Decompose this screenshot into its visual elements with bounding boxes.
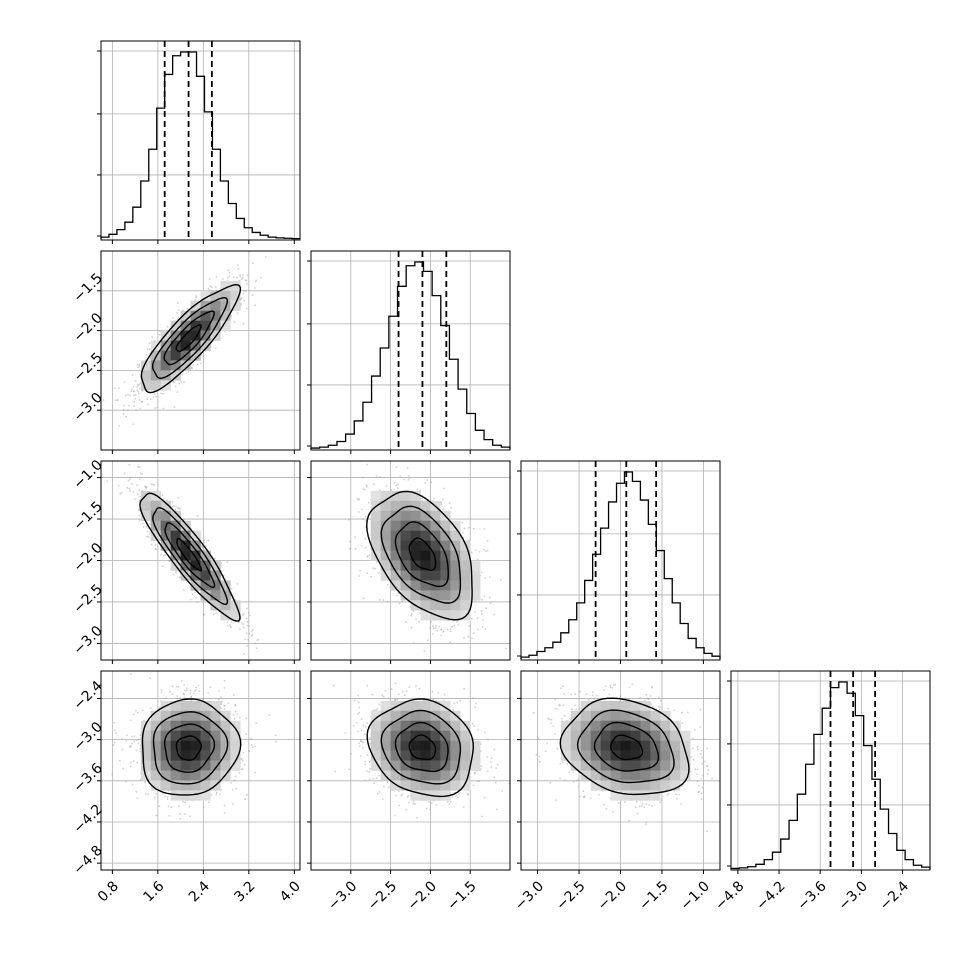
contour-line: [163, 310, 215, 366]
x-tick-label: −1.5: [444, 878, 479, 913]
x-tick-label: −2.5: [553, 878, 588, 913]
x-tick-label: −2.0: [405, 878, 440, 913]
contour-line: [408, 734, 437, 761]
contour-line: [175, 324, 202, 353]
panel-frame: [100, 250, 301, 451]
histogram-panel: −4.8 −4.2 −3.6 −3.0 −2.4: [712, 670, 931, 914]
x-tick-label: −4.2: [753, 878, 788, 913]
x-tick-label: 0.8: [95, 878, 122, 905]
histogram-step: [520, 471, 721, 659]
contour-line: [365, 490, 473, 621]
x-tick-label: −1.5: [636, 878, 671, 913]
panel-frame: [100, 40, 301, 241]
contour-line: [593, 721, 660, 772]
contour-line: [394, 721, 449, 773]
density-cells: [140, 700, 241, 801]
contour-line: [141, 698, 242, 796]
contour-line: [576, 709, 675, 784]
x-tick-label: 1.6: [140, 878, 167, 905]
density-panel: −4.8−4.2−3.6−3.0−2.40.8 1.6 2.4 3.2 4.0: [70, 670, 304, 905]
x-tick-label: −2.4: [877, 878, 912, 913]
panel-frame: [310, 250, 511, 451]
x-tick-label: 2.4: [186, 878, 213, 905]
contour-line: [163, 723, 216, 773]
contour-line: [175, 735, 203, 761]
x-tick-label: 3.2: [231, 878, 258, 905]
x-tick-label: −1.0: [678, 878, 713, 913]
contour-line: [164, 522, 216, 589]
contour-line: [609, 734, 644, 761]
contour-line: [366, 698, 475, 798]
contour-line: [559, 697, 690, 796]
x-tick-label: −2.0: [595, 878, 630, 913]
contour-line: [380, 709, 462, 785]
density-panel: −3.0−2.5−2.0−1.5: [70, 250, 301, 454]
contour-line: [152, 711, 229, 785]
density-panel: −3.0−2.5−2.0−1.5: [307, 670, 511, 914]
contour-line: [140, 283, 242, 394]
density-cells: [370, 700, 481, 801]
histogram-step: [310, 261, 511, 449]
contour-line: [176, 537, 203, 572]
contour-line: [139, 492, 241, 622]
x-tick-label: −3.0: [836, 878, 871, 913]
contour-line: [380, 505, 462, 604]
contour-line: [408, 537, 437, 572]
x-tick-label: −2.5: [365, 878, 400, 913]
histogram-panel: [517, 460, 721, 664]
x-tick-label: −3.0: [325, 878, 360, 913]
contour-line: [151, 296, 229, 380]
panel-frame: [100, 670, 301, 871]
x-tick-label: 4.0: [277, 878, 304, 905]
contour-line: [152, 507, 229, 605]
x-tick-label: −4.8: [712, 878, 747, 913]
histogram-step: [730, 681, 931, 870]
histogram-panel: [97, 40, 301, 244]
panel-frame: [730, 670, 931, 871]
histogram-step: [100, 51, 301, 240]
contour-line: [394, 521, 449, 588]
density-panel: [307, 460, 511, 664]
histogram-panel: [307, 250, 511, 454]
x-tick-label: −3.6: [794, 878, 829, 913]
x-tick-label: −3.0: [512, 878, 547, 913]
panel-frame: [310, 670, 511, 871]
density-panel: −3.0−2.5−2.0−1.5−1.0: [512, 670, 721, 914]
density-panel: −3.0−2.5−2.0−1.5−1.0: [70, 457, 301, 664]
